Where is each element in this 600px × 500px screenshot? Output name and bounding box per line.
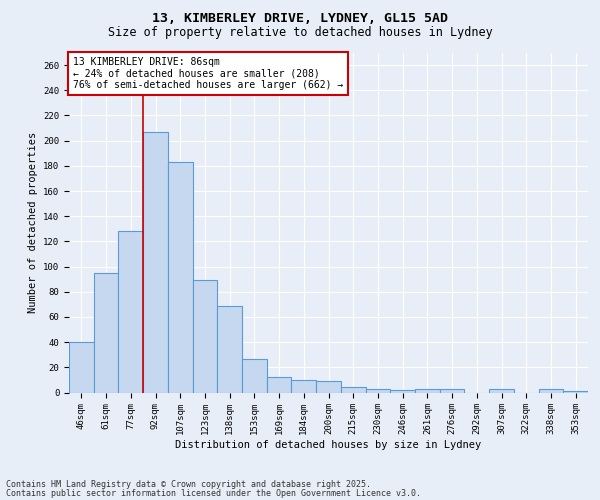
Bar xyxy=(489,388,514,392)
Bar xyxy=(292,380,316,392)
Bar xyxy=(267,378,292,392)
Bar xyxy=(539,388,563,392)
Text: 13, KIMBERLEY DRIVE, LYDNEY, GL15 5AD: 13, KIMBERLEY DRIVE, LYDNEY, GL15 5AD xyxy=(152,12,448,26)
Text: Contains public sector information licensed under the Open Government Licence v3: Contains public sector information licen… xyxy=(6,489,421,498)
Bar xyxy=(242,358,267,392)
Bar xyxy=(316,381,341,392)
Bar xyxy=(217,306,242,392)
Y-axis label: Number of detached properties: Number of detached properties xyxy=(28,132,38,313)
Bar xyxy=(390,390,415,392)
Bar xyxy=(341,388,365,392)
Bar xyxy=(94,273,118,392)
Bar xyxy=(440,388,464,392)
Bar xyxy=(193,280,217,392)
Text: Size of property relative to detached houses in Lydney: Size of property relative to detached ho… xyxy=(107,26,493,39)
Text: 13 KIMBERLEY DRIVE: 86sqm
← 24% of detached houses are smaller (208)
76% of semi: 13 KIMBERLEY DRIVE: 86sqm ← 24% of detac… xyxy=(73,56,343,90)
Bar xyxy=(118,232,143,392)
Bar xyxy=(365,388,390,392)
Text: Contains HM Land Registry data © Crown copyright and database right 2025.: Contains HM Land Registry data © Crown c… xyxy=(6,480,371,489)
Bar xyxy=(168,162,193,392)
Bar xyxy=(563,391,588,392)
Bar xyxy=(415,388,440,392)
X-axis label: Distribution of detached houses by size in Lydney: Distribution of detached houses by size … xyxy=(175,440,482,450)
Bar xyxy=(69,342,94,392)
Bar xyxy=(143,132,168,392)
